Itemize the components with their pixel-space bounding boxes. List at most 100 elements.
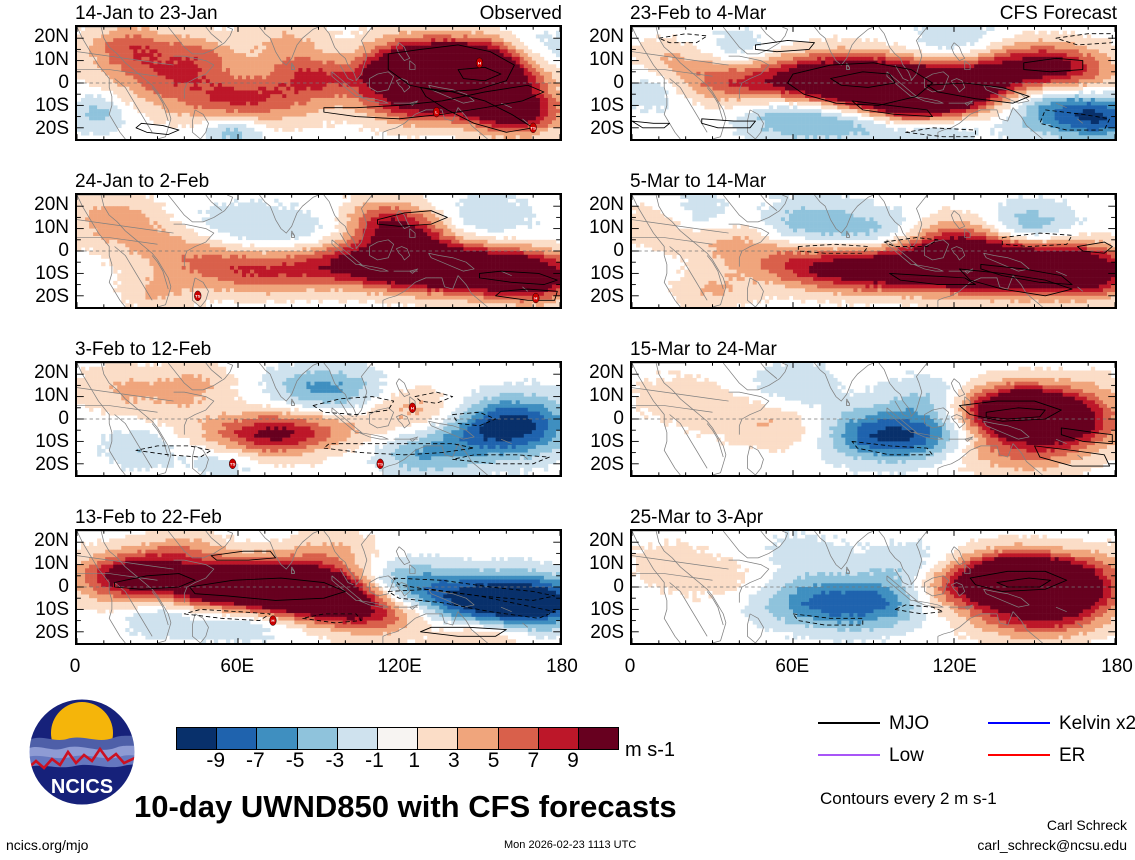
panel-title-p6: 5-Mar to 14-Mar	[630, 172, 766, 191]
svg-text:H: H	[478, 61, 481, 66]
x-axis-label: 120E	[932, 657, 976, 676]
y-axis-label: 10N	[558, 386, 624, 405]
legend-label: Low	[889, 746, 924, 765]
y-axis-label: 10S	[3, 600, 69, 619]
y-axis-label: 20N	[558, 363, 624, 382]
colorbar-segment	[417, 728, 458, 749]
site-url[interactable]: ncics.org/mjo	[6, 838, 88, 852]
y-axis-label: 20S	[558, 455, 624, 474]
colorbar-tick: 3	[448, 750, 460, 771]
legend-line-swatch	[818, 754, 880, 756]
x-axis-label: 60E	[775, 657, 809, 676]
svg-text:L: L	[435, 110, 438, 115]
map-canvas-p6	[632, 195, 1115, 307]
author-name: Carl Schreck	[0, 818, 1127, 832]
colorbar-unit-label: m s-1	[625, 740, 675, 760]
colorbar-segment	[376, 728, 418, 749]
y-axis-label: 10S	[3, 432, 69, 451]
y-axis-label: 10N	[558, 554, 624, 573]
panel-title-p8: 25-Mar to 3-Apr	[630, 508, 763, 527]
colorbar-segment	[497, 728, 538, 749]
map-frame-p1: H L TS	[75, 25, 562, 141]
colorbar-tick: 1	[408, 750, 420, 771]
legend-item-low: Low	[818, 744, 924, 766]
colorbar-segment	[177, 728, 217, 749]
colorbar-tick: -1	[365, 750, 384, 771]
y-axis-label: 20N	[3, 363, 69, 382]
x-axis-label: 0	[70, 657, 81, 676]
y-axis-label: 10S	[558, 264, 624, 283]
y-axis-label: 10N	[3, 50, 69, 69]
colorbar-segment	[537, 728, 578, 749]
colorbar-segment	[457, 728, 498, 749]
y-axis-label: 10S	[558, 96, 624, 115]
y-axis-label: 0	[558, 73, 624, 92]
column-header-forecast: CFS Forecast	[630, 4, 1117, 23]
ncics-logo-text: NCICS	[51, 776, 113, 798]
colorbar-tick: -5	[286, 750, 305, 771]
y-axis-label: 0	[558, 409, 624, 428]
y-axis-label: 20N	[3, 195, 69, 214]
colorbar-segment	[296, 728, 337, 749]
y-axis-label: 20N	[558, 27, 624, 46]
legend-item-mjo: MJO	[818, 712, 929, 734]
y-axis-label: 10N	[558, 50, 624, 69]
legend-line-swatch	[988, 754, 1050, 756]
contour-note: Contours every 2 m s-1	[820, 790, 997, 807]
author-email: carl_schreck@ncsu.edu	[0, 838, 1127, 852]
y-axis-label: 0	[3, 241, 69, 260]
panel-title-p2: 24-Jan to 2-Feb	[75, 172, 209, 191]
y-axis-label: 20S	[3, 455, 69, 474]
map-frame-p8	[630, 529, 1117, 645]
y-axis-label: 10N	[3, 554, 69, 573]
y-axis-label: 20S	[3, 623, 69, 642]
colorbar-tick: -7	[246, 750, 265, 771]
y-axis-label: 10S	[558, 600, 624, 619]
legend-item-kelvin-x2: Kelvin x2	[988, 712, 1135, 734]
map-canvas-p8	[632, 531, 1115, 643]
map-canvas-p5	[632, 27, 1115, 139]
panel-title-p1: 14-Jan to 23-Jan	[75, 4, 218, 23]
y-axis-label: 10S	[558, 432, 624, 451]
colorbar-segment	[336, 728, 377, 749]
colorbar-tick: -9	[206, 750, 225, 771]
map-frame-p4: H	[75, 529, 562, 645]
y-axis-label: 0	[3, 409, 69, 428]
timestamp: Mon 2026-02-23 1113 UTC	[504, 840, 636, 851]
y-axis-label: 20S	[558, 287, 624, 306]
y-axis-label: 0	[3, 73, 69, 92]
map-canvas-p4: H	[77, 531, 560, 643]
map-frame-p3: H TS TS	[75, 361, 562, 477]
map-frame-p2: TS H	[75, 193, 562, 309]
colorbar-tick-labels: -9 -7 -5 -3 -1 1 3 5 7 9	[176, 750, 608, 774]
panel-title-p4: 13-Feb to 22-Feb	[75, 508, 222, 527]
x-axis-label: 60E	[220, 657, 254, 676]
colorbar-tick: 7	[527, 750, 539, 771]
legend-label: MJO	[889, 714, 929, 733]
y-axis-label: 20S	[3, 287, 69, 306]
colorbar-segment	[577, 728, 619, 749]
panel-title-p7: 15-Mar to 24-Mar	[630, 340, 777, 359]
legend-label: ER	[1059, 746, 1085, 765]
legend-line-swatch	[988, 722, 1050, 724]
y-axis-label: 20N	[3, 27, 69, 46]
colorbar-segment	[256, 728, 297, 749]
map-frame-p5	[630, 25, 1117, 141]
y-axis-label: 20N	[3, 531, 69, 550]
panel-title-p3: 3-Feb to 12-Feb	[75, 340, 211, 359]
x-axis-label: 180	[1101, 657, 1133, 676]
map-frame-p6	[630, 193, 1117, 309]
y-axis-label: 20S	[3, 119, 69, 138]
y-axis-label: 10N	[3, 386, 69, 405]
legend-label: Kelvin x2	[1059, 714, 1135, 733]
colorbar-tick: -3	[325, 750, 344, 771]
y-axis-label: 0	[558, 577, 624, 596]
ncics-logo: NCICS	[27, 697, 137, 807]
main-title: 10-day UWND850 with CFS forecasts	[134, 791, 677, 822]
svg-text:TS: TS	[530, 126, 536, 131]
colorbar-tick: 5	[488, 750, 500, 771]
y-axis-label: 20S	[558, 623, 624, 642]
legend: MJO Kelvin x2 Low ER	[818, 712, 1135, 774]
map-frame-p7	[630, 361, 1117, 477]
x-axis-label: 120E	[377, 657, 421, 676]
